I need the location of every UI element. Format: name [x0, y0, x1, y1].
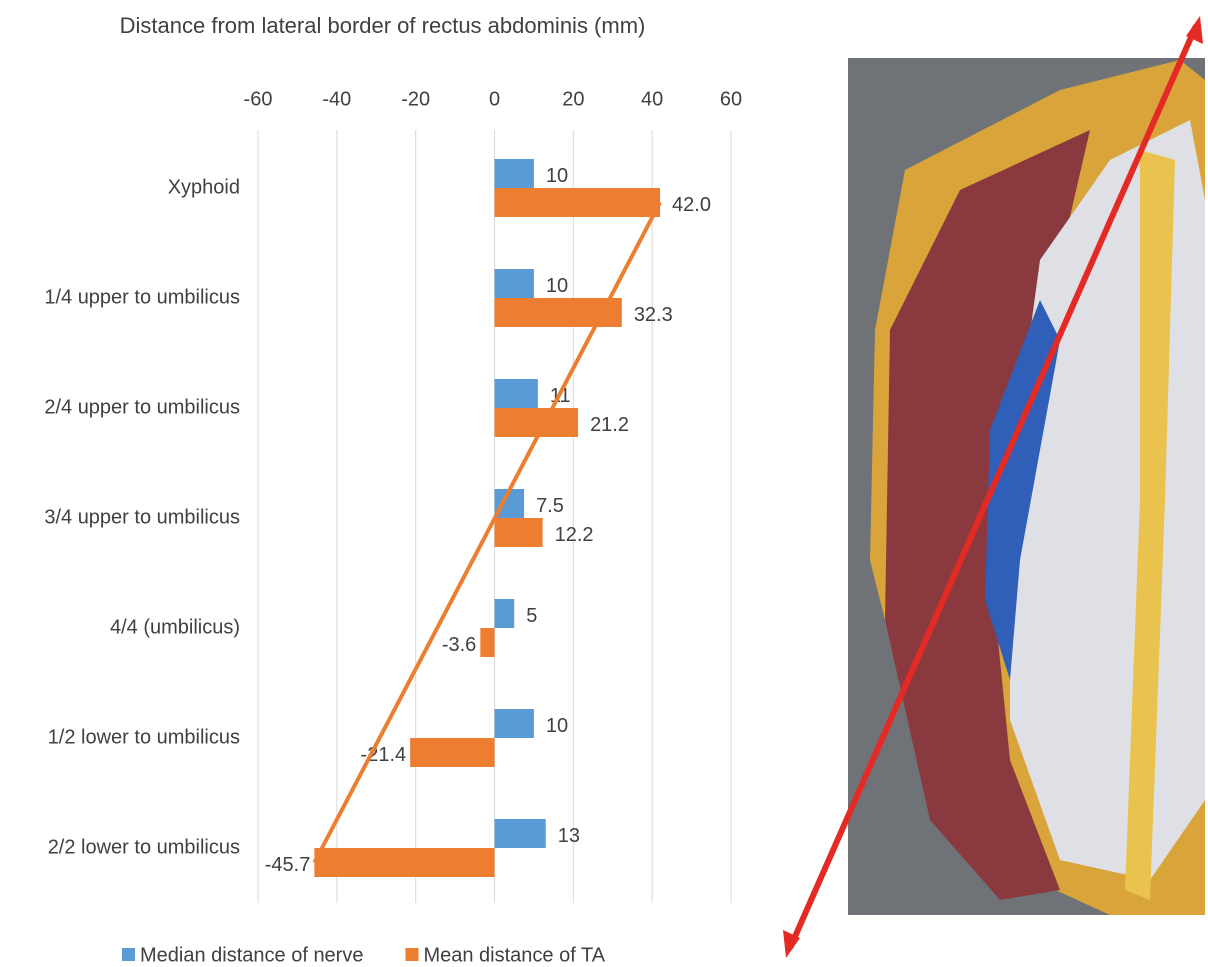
value-label: -3.6: [442, 634, 476, 656]
y-tick-label: Xyphoid: [168, 176, 240, 198]
value-label: 13: [558, 825, 580, 847]
y-tick-label: 1/4 upper to umbilicus: [44, 286, 240, 308]
y-tick-label: 2/2 lower to umbilicus: [48, 836, 240, 858]
x-tick-label: -20: [401, 88, 430, 110]
value-label: 10: [546, 715, 568, 737]
page: -60 -40 -20 0 20 40 60 Xyphoid 10 42.0 1/4 upper t…: [0, 0, 1208, 967]
x-tick-label: -40: [322, 88, 351, 110]
value-label: 10: [546, 165, 568, 187]
value-label: 42.0: [672, 194, 711, 216]
x-tick-label: 40: [641, 88, 663, 110]
x-tick-label: 0: [489, 88, 500, 110]
legend-label: Mean distance of TA: [423, 944, 605, 966]
x-tick-label: -60: [244, 88, 273, 110]
value-label: -45.7: [265, 854, 311, 876]
y-tick-label: 2/4 upper to umbilicus: [44, 396, 240, 418]
y-tick-label: 1/2 lower to umbilicus: [48, 726, 240, 748]
value-label: 7.5: [536, 495, 564, 517]
value-label: 32.3: [634, 304, 673, 326]
value-label: 5: [526, 605, 537, 627]
x-tick-label: 60: [720, 88, 742, 110]
bar: [495, 709, 534, 738]
legend-swatch: [122, 948, 135, 961]
bar: [495, 188, 661, 217]
legend-swatch: [405, 948, 418, 961]
bar: [495, 408, 579, 437]
chart: -60 -40 -20 0 20 40 60 Xyphoid 10 42.0 1/4 upper t…: [0, 0, 1208, 967]
chart-title: Distance from lateral border of rectus a…: [100, 10, 665, 42]
value-label: 12.2: [555, 524, 594, 546]
bar: [495, 269, 534, 298]
bar: [480, 628, 494, 657]
bar: [495, 599, 515, 628]
bar: [495, 379, 538, 408]
bar: [495, 159, 534, 188]
value-label: 21.2: [590, 414, 629, 436]
x-tick-label: 20: [562, 88, 584, 110]
bar: [495, 819, 546, 848]
y-tick-label: 3/4 upper to umbilicus: [44, 506, 240, 528]
value-label: 10: [546, 275, 568, 297]
bar: [314, 848, 494, 877]
photo: [848, 58, 1205, 915]
y-tick-label: 4/4 (umbilicus): [110, 616, 240, 638]
legend-label: Median distance of nerve: [140, 944, 363, 966]
bar: [495, 518, 543, 547]
bar: [410, 738, 494, 767]
